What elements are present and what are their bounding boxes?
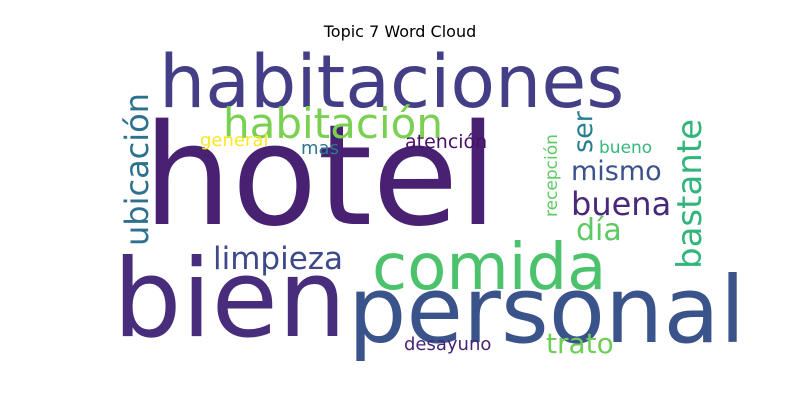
word-habitacion: habitación	[223, 99, 443, 148]
word-recepcion: recepción	[542, 134, 562, 217]
word-hotel: hotel	[143, 95, 498, 258]
word-dia: día	[576, 213, 622, 248]
word-bastante: bastante	[670, 118, 710, 269]
word-desayuno: desayuno	[404, 334, 492, 355]
word-trato: trato	[546, 327, 614, 360]
chart-title: Topic 7 Word Cloud	[323, 22, 477, 41]
word-bueno: bueno	[599, 138, 653, 158]
word-bien: bien	[113, 237, 347, 362]
word-personal: personal	[348, 257, 746, 364]
word-atencion: atención	[405, 131, 488, 153]
word-ubicacion: ubicación	[118, 92, 156, 246]
word-comida: comida	[372, 231, 607, 305]
word-mismo: mismo	[571, 156, 662, 187]
word-limpieza: limpieza	[213, 241, 344, 277]
word-ser: ser	[568, 111, 599, 153]
word-general: general	[200, 130, 269, 151]
word-habitaciones: habitaciones	[159, 40, 625, 125]
word-buena: buena	[571, 185, 672, 223]
word-mas: mas	[301, 138, 339, 159]
